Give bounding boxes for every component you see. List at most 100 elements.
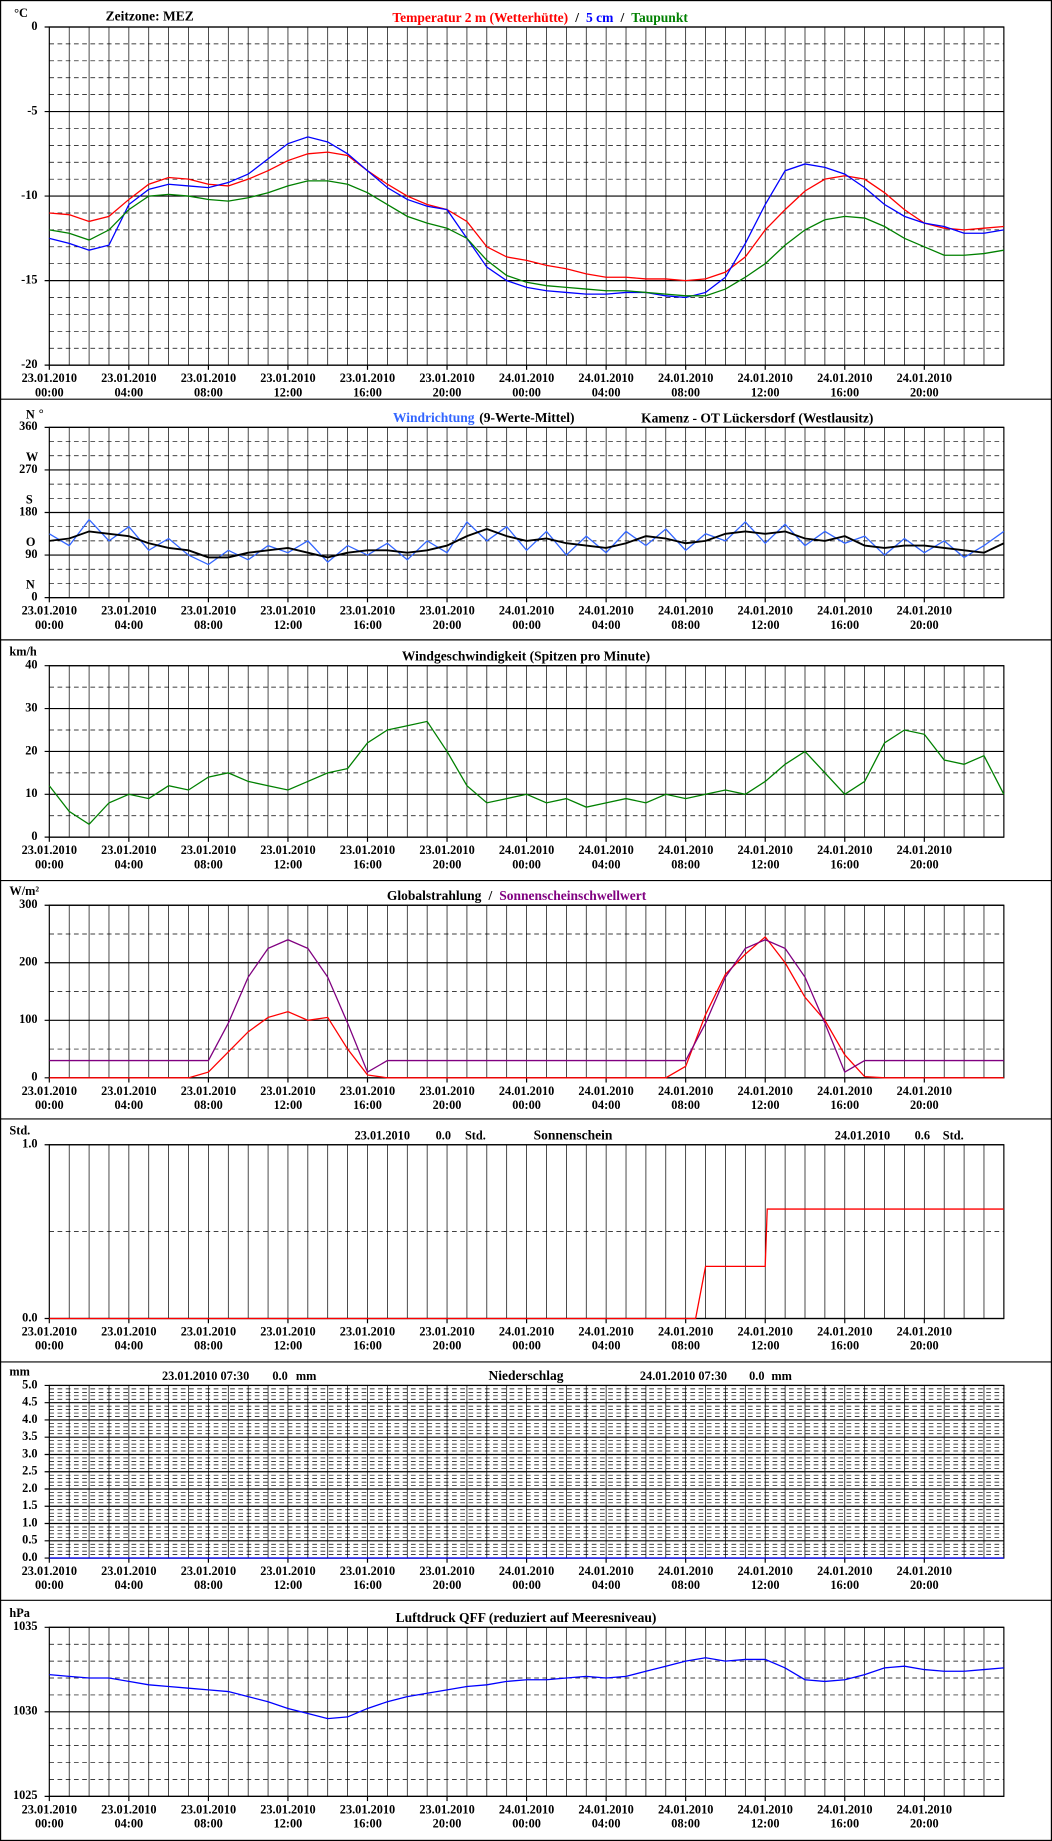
title-text: Sonnenschein: [534, 1128, 613, 1143]
y-tick-label: 270: [19, 462, 37, 476]
y-tick-label: -15: [21, 272, 37, 286]
x-tick-label: 24.01.2010 16:00: [817, 1084, 872, 1112]
y-tick-label: 200: [19, 955, 37, 969]
x-tick-label: 23.01.2010 16:00: [340, 1564, 395, 1592]
x-tick-label: 23.01.2010 00:00: [22, 1324, 77, 1352]
title-text: Luftdruck QFF (reduziert auf Meeresnivea…: [396, 1610, 657, 1625]
x-tick-label: 24.01.2010 00:00: [499, 1324, 554, 1352]
x-tick-label: 23.01.2010 20:00: [419, 1324, 474, 1352]
chart-title: Niederschlag: [488, 1368, 563, 1383]
y-tick-label: 1025: [13, 1788, 38, 1802]
y-tick-label: 30: [25, 700, 37, 714]
x-tick-label: 24.01.2010 08:00: [658, 1324, 713, 1352]
x-tick-label: 23.01.2010 12:00: [260, 1084, 315, 1112]
x-tick-label: 24.01.2010 08:00: [658, 1084, 713, 1112]
x-tick-label: 23.01.2010 08:00: [181, 1084, 236, 1112]
x-tick-label: 24.01.2010 08:00: [658, 1802, 713, 1830]
series-line: [49, 939, 1004, 1074]
x-tick-label: 24.01.2010 20:00: [897, 371, 952, 399]
x-tick-label: 24.01.2010 12:00: [738, 1084, 793, 1112]
x-tick-label: 24.01.2010 04:00: [578, 843, 633, 871]
series-line: [49, 136, 1004, 299]
unit-label: hPa: [9, 1606, 30, 1620]
x-tick-label: 24.01.2010 12:00: [738, 371, 793, 399]
x-tick-label: 24.01.2010 20:00: [897, 843, 952, 871]
x-tick-label: 23.01.2010 20:00: [419, 371, 474, 399]
y-tick-label: 20: [25, 743, 37, 757]
x-tick-label: 24.01.2010 00:00: [499, 1084, 554, 1112]
x-tick-label: 23.01.2010 08:00: [181, 371, 236, 399]
x-tick-label: 24.01.2010 16:00: [817, 1324, 872, 1352]
x-tick-label: 23.01.2010 04:00: [101, 1324, 156, 1352]
y-tick-label: 0: [31, 19, 37, 33]
x-tick-label: 23.01.2010 12:00: [260, 604, 315, 632]
x-tick-label: 23.01.2010 04:00: [101, 604, 156, 632]
x-tick-label: 23.01.2010 00:00: [22, 1802, 77, 1830]
x-tick-label: 23.01.2010 04:00: [101, 843, 156, 871]
y-tick-label: 4.0: [22, 1412, 37, 1426]
y-tick-label: 1035: [13, 1619, 38, 1633]
y-tick-label: 1030: [13, 1704, 38, 1718]
x-tick-label: 24.01.2010 04:00: [578, 1324, 633, 1352]
chart-title: Globalstrahlung / Sonnenscheinschwellwert: [387, 888, 647, 903]
x-tick-label: 24.01.2010 16:00: [817, 1802, 872, 1830]
x-tick-label: 23.01.2010 20:00: [419, 843, 474, 871]
x-tick-label: 23.01.2010 16:00: [340, 1084, 395, 1112]
series-line: [49, 180, 1004, 297]
unit-label: km/h: [9, 645, 37, 659]
x-tick-label: 24.01.2010 12:00: [738, 1564, 793, 1592]
x-tick-label: 23.01.2010 16:00: [340, 604, 395, 632]
y-tick-label: 2.0: [22, 1481, 37, 1495]
summary-value: 0.6: [915, 1128, 930, 1142]
note: Zeitzone: MEZ: [106, 9, 194, 24]
y-tick-label: 0: [31, 1070, 37, 1084]
x-tick-label: 23.01.2010 08:00: [181, 843, 236, 871]
x-tick-label: 24.01.2010 20:00: [897, 1084, 952, 1112]
y-tick-label: 0.0: [22, 1310, 37, 1324]
summary-value: 0.0: [436, 1128, 451, 1142]
x-tick-label: 24.01.2010 04:00: [578, 1084, 633, 1112]
legend-separator: /: [574, 10, 579, 25]
x-tick-label: 23.01.2010 00:00: [22, 1564, 77, 1592]
summary-date: 23.01.2010: [355, 1128, 410, 1142]
x-tick-label: 24.01.2010 12:00: [738, 843, 793, 871]
x-tick-label: 23.01.2010 04:00: [101, 1084, 156, 1112]
legend-entry: Temperatur 2 m (Wetterhütte): [392, 10, 568, 25]
direction-label: O: [26, 535, 36, 549]
x-tick-label: 24.01.2010 16:00: [817, 604, 872, 632]
x-tick-label: 23.01.2010 08:00: [181, 1324, 236, 1352]
legend-entry: Globalstrahlung: [387, 888, 482, 903]
x-tick-label: 24.01.2010 00:00: [499, 1802, 554, 1830]
x-tick-label: 24.01.2010 20:00: [897, 1802, 952, 1830]
unit-label: Std.: [9, 1124, 30, 1138]
summary-unit: mm: [296, 1369, 317, 1383]
x-tick-label: 24.01.2010 04:00: [578, 604, 633, 632]
y-tick-label: 3.5: [22, 1429, 37, 1443]
x-tick-label: 23.01.2010 16:00: [340, 371, 395, 399]
direction-label: W: [26, 450, 39, 464]
unit-label: °C: [14, 6, 28, 20]
summary-date: 24.01.2010 07:30: [640, 1369, 727, 1383]
legend-entry: Taupunkt: [631, 10, 688, 25]
legend-entry: Sonnenscheinschwellwert: [499, 888, 647, 903]
y-tick-label: -5: [27, 103, 37, 117]
series-line: [49, 528, 1005, 559]
x-tick-label: 23.01.2010 16:00: [340, 843, 395, 871]
title-text: Niederschlag: [488, 1368, 563, 1383]
y-tick-label: 10: [25, 786, 37, 800]
x-tick-label: 23.01.2010 00:00: [22, 1084, 77, 1112]
x-tick-label: 24.01.2010 00:00: [499, 1564, 554, 1592]
y-tick-label: 1.0: [22, 1515, 37, 1529]
x-tick-label: 23.01.2010 08:00: [181, 1564, 236, 1592]
summary-value: 0.0: [272, 1369, 287, 1383]
chart-title: Temperatur 2 m (Wetterhütte) / 5 cm / Taupun…: [392, 10, 688, 25]
x-tick-label: 24.01.2010 00:00: [499, 604, 554, 632]
x-tick-label: 23.01.2010 12:00: [260, 1802, 315, 1830]
legend-entry: (9-Werte-Mittel): [479, 410, 574, 425]
x-tick-label: 23.01.2010 12:00: [260, 371, 315, 399]
subtitle: Kamenz - OT Lückersdorf (Westlausitz): [641, 410, 873, 425]
y-tick-label: -20: [21, 357, 37, 371]
x-tick-label: 23.01.2010 20:00: [419, 604, 474, 632]
y-tick-label: 1.0: [22, 1137, 37, 1151]
